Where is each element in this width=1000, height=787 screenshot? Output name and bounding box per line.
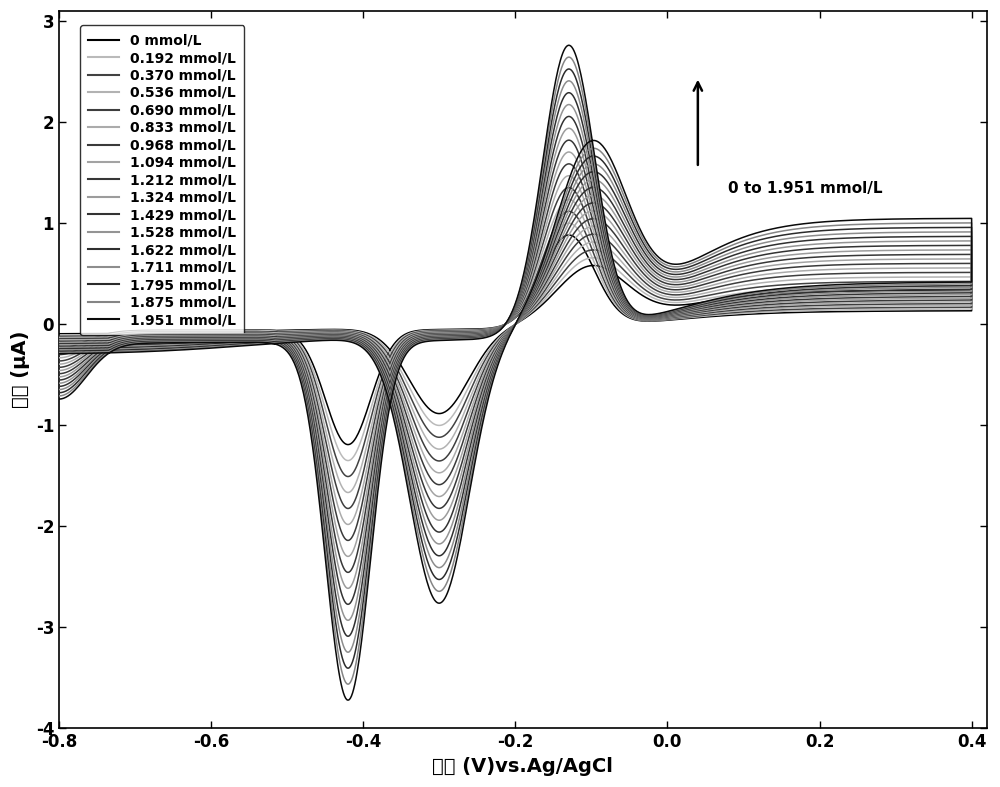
Legend: 0 mmol/L, 0.192 mmol/L, 0.370 mmol/L, 0.536 mmol/L, 0.690 mmol/L, 0.833 mmol/L, : 0 mmol/L, 0.192 mmol/L, 0.370 mmol/L, 0.…: [80, 25, 244, 335]
X-axis label: 电压 (V)vs.Ag/AgCl: 电压 (V)vs.Ag/AgCl: [432, 757, 613, 776]
Y-axis label: 电流 (μA): 电流 (μA): [11, 331, 30, 408]
Text: 0 to 1.951 mmol/L: 0 to 1.951 mmol/L: [728, 181, 883, 196]
